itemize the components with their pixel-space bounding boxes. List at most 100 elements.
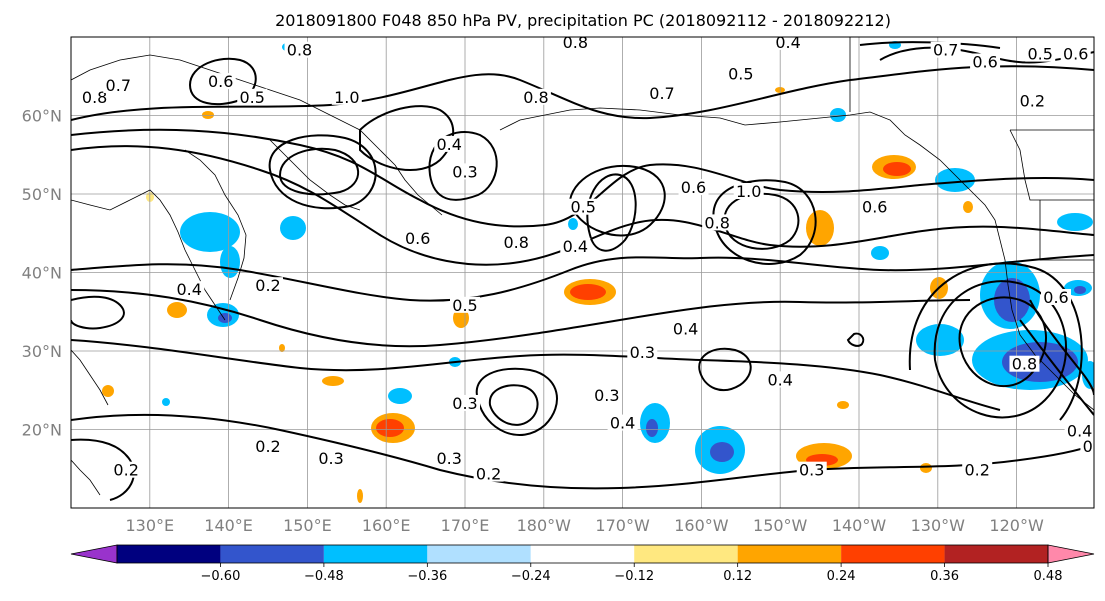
contour-label: 0.2 <box>113 461 138 480</box>
contour-label: 0.4 <box>610 414 635 433</box>
contour-label-bg <box>568 198 599 215</box>
contour-label: 0.4 <box>1067 421 1092 440</box>
contour-label-bg <box>607 414 638 431</box>
grid-lines <box>71 37 1094 508</box>
contour-label-bg <box>316 449 347 466</box>
contour-label: 0.8 <box>704 213 729 232</box>
contour-label-bg <box>520 88 551 105</box>
contour-label: 0.5 <box>452 296 477 315</box>
colorbar-ticks: −0.60 −0.48 −0.36 −0.24 −0.12 0.12 0.24 0.36 0.4… <box>201 563 1062 584</box>
colorbar-segment <box>944 545 1048 563</box>
contour-label: 0.3 <box>630 343 655 362</box>
contour-label-bg <box>331 88 362 105</box>
longitude-label: 130°E <box>125 516 174 535</box>
contour-label: 0.4 <box>563 237 588 256</box>
contour-label-bg <box>733 183 764 199</box>
contour-label-bg <box>1041 288 1071 305</box>
longitude-label: 140°W <box>832 516 887 535</box>
contour-label: 0.2 <box>964 461 989 480</box>
contour-label: 0.6 <box>405 229 430 248</box>
contour-label-bg <box>111 461 142 478</box>
colorbar-segment <box>117 545 221 563</box>
contour-label: 0.2 <box>1083 437 1105 456</box>
contour-label-bg <box>450 394 480 411</box>
longitude-label: 160°E <box>362 516 411 535</box>
contour-label-bg <box>670 320 701 337</box>
longitude-label: 130°W <box>911 516 966 535</box>
contour-label-bg <box>79 88 110 105</box>
contour-label-bg <box>284 41 315 58</box>
contour-label: 0.7 <box>933 41 958 60</box>
longitude-label: 140°E <box>204 516 253 535</box>
colorbar-tick-label: 0.24 <box>827 569 856 584</box>
contour-label-bg <box>702 214 733 231</box>
contour-label: 0.5 <box>1028 45 1053 64</box>
contour-label-bg <box>174 281 205 298</box>
contour-label: 0.6 <box>1043 288 1068 307</box>
colorbar-segment <box>634 545 738 563</box>
contour-label: 0.3 <box>452 162 477 181</box>
colorbar-segment <box>737 545 842 563</box>
contour-label: 0.2 <box>255 276 280 295</box>
coastlines <box>71 37 1094 496</box>
contour-label: 0.4 <box>767 370 792 389</box>
contour-label-bg <box>450 296 480 313</box>
colorbar-segment <box>323 545 428 563</box>
contour-label-bg <box>560 237 591 254</box>
contour-label: 0.5 <box>728 64 753 83</box>
longitude-label: 160°W <box>674 516 729 535</box>
contour-label: 0.7 <box>649 84 674 103</box>
contour-label-bg <box>560 37 591 50</box>
contour-label: 0.4 <box>437 135 462 154</box>
colorbar-tick-label: −0.60 <box>201 569 241 584</box>
contour-label: 0.3 <box>799 461 824 480</box>
latitude-label: 30°N <box>22 342 62 361</box>
map-frame <box>70 36 1095 509</box>
contour-label: 0.3 <box>437 449 462 468</box>
contour-label: 1.0 <box>334 88 359 107</box>
contour-label-bg <box>647 84 677 101</box>
colorbar-segment <box>530 545 635 563</box>
contour-label: 0.8 <box>523 88 548 107</box>
contour-label-bg <box>253 438 283 455</box>
contour-label: 0.8 <box>1012 355 1037 374</box>
colorbar-tick-label: −0.12 <box>614 569 654 584</box>
contour-label-bg <box>450 163 480 180</box>
contour-label: 0.5 <box>240 88 265 107</box>
contour-label: 0.3 <box>452 394 477 413</box>
contour-label: 0.8 <box>287 41 312 60</box>
contour-label-bg <box>962 461 993 478</box>
contour-label-bg <box>1080 438 1094 455</box>
contour-label: 0.3 <box>594 386 619 405</box>
contour-label-bg <box>930 41 961 58</box>
colorbar-extend-min <box>70 544 118 564</box>
contour-label-bg <box>237 88 268 105</box>
contour-label-bg <box>1025 45 1056 62</box>
contour-label-bg <box>725 65 756 82</box>
contour-label: 0.6 <box>862 198 887 217</box>
contour-label: 0.6 <box>208 72 233 91</box>
contour-label-bg <box>402 230 433 247</box>
colorbar-extend-max <box>1047 544 1095 564</box>
colorbar-tick-label: −0.36 <box>407 569 447 584</box>
colorbar-tick-label: 0.36 <box>930 569 959 584</box>
contour-label-bg <box>678 179 709 196</box>
colorbar-outline <box>116 544 1049 564</box>
pv-contours <box>71 41 1094 501</box>
colorbar: −0.60 −0.48 −0.36 −0.24 −0.12 0.12 0.24 0.36 0.4… <box>70 544 1095 584</box>
contour-label: 0.5 <box>570 198 595 217</box>
contour-label: 0.6 <box>972 52 997 71</box>
longitude-labels: 130°E 140°E 150°E 160°E 170°E 180°W 170°W 160°W… <box>125 516 1043 535</box>
longitude-label: 150°E <box>283 516 332 535</box>
colorbar-tick-label: −0.24 <box>511 569 551 584</box>
contour-labels: 0.8 0.7 0.6 0.5 0.8 1.0 0.4 0.3 0.6 0.8 0.5 0.4 0.8 0… <box>79 37 1105 484</box>
latitude-label: 60°N <box>22 107 62 126</box>
contour-label: 0.2 <box>1020 92 1045 111</box>
contour-label-bg <box>434 135 465 152</box>
longitude-label: 170°E <box>441 516 490 535</box>
colorbar-segment <box>427 545 531 563</box>
contour-label-bg <box>205 73 236 90</box>
contour-label-bg <box>1060 45 1091 62</box>
contour-label: 0.2 <box>476 465 501 484</box>
